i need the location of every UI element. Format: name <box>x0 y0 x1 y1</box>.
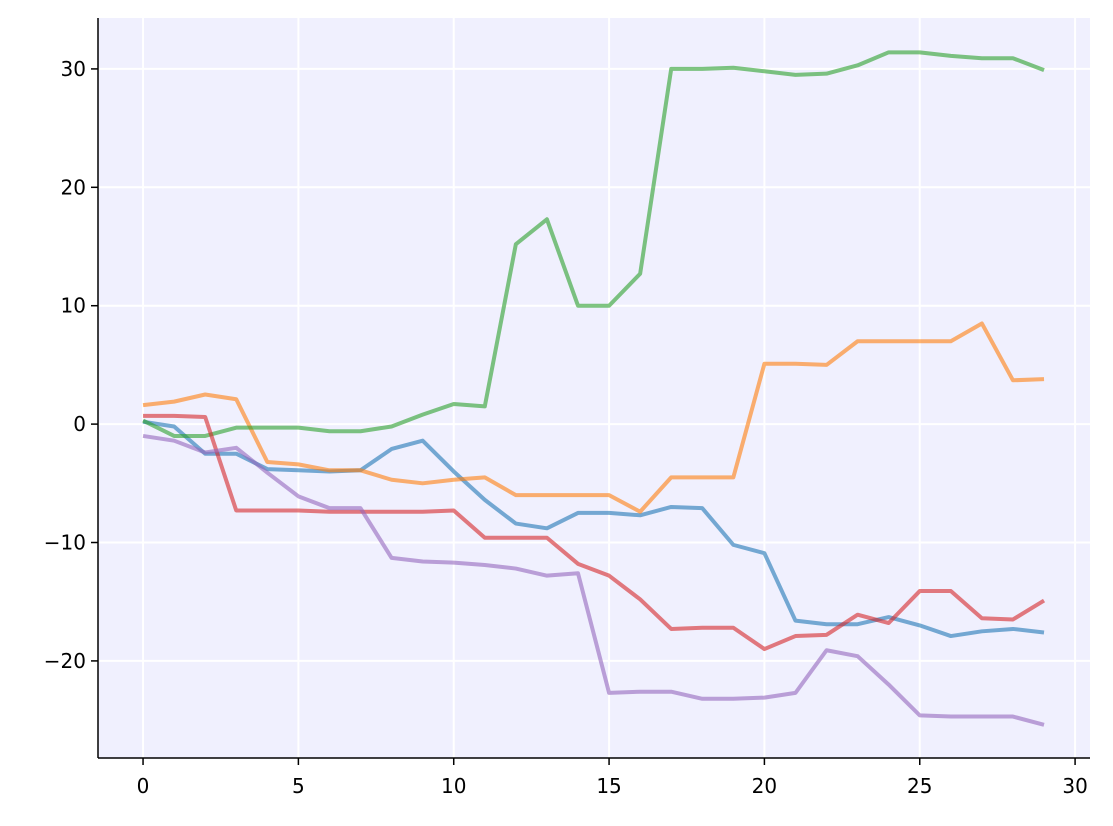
y-tick-label: 0 <box>73 412 86 436</box>
y-tick-label: −10 <box>44 531 86 555</box>
series-line <box>142 433 1045 727</box>
series-line <box>142 50 1045 438</box>
y-tick-label: 20 <box>61 175 86 199</box>
plot-area <box>98 18 1090 758</box>
series-line <box>142 321 1045 514</box>
x-tick-label: 10 <box>441 774 466 798</box>
x-tick-label: 15 <box>596 774 621 798</box>
y-tick-label: 30 <box>61 57 86 81</box>
y-tick-label: 10 <box>61 294 86 318</box>
y-tick-label: −20 <box>44 649 86 673</box>
x-tick-label: 20 <box>752 774 777 798</box>
series-line <box>143 413 1046 652</box>
x-tick-label: 0 <box>137 774 150 798</box>
x-tick-label: 30 <box>1062 774 1087 798</box>
x-tick-label: 25 <box>907 774 932 798</box>
x-tick-label: 5 <box>292 774 305 798</box>
